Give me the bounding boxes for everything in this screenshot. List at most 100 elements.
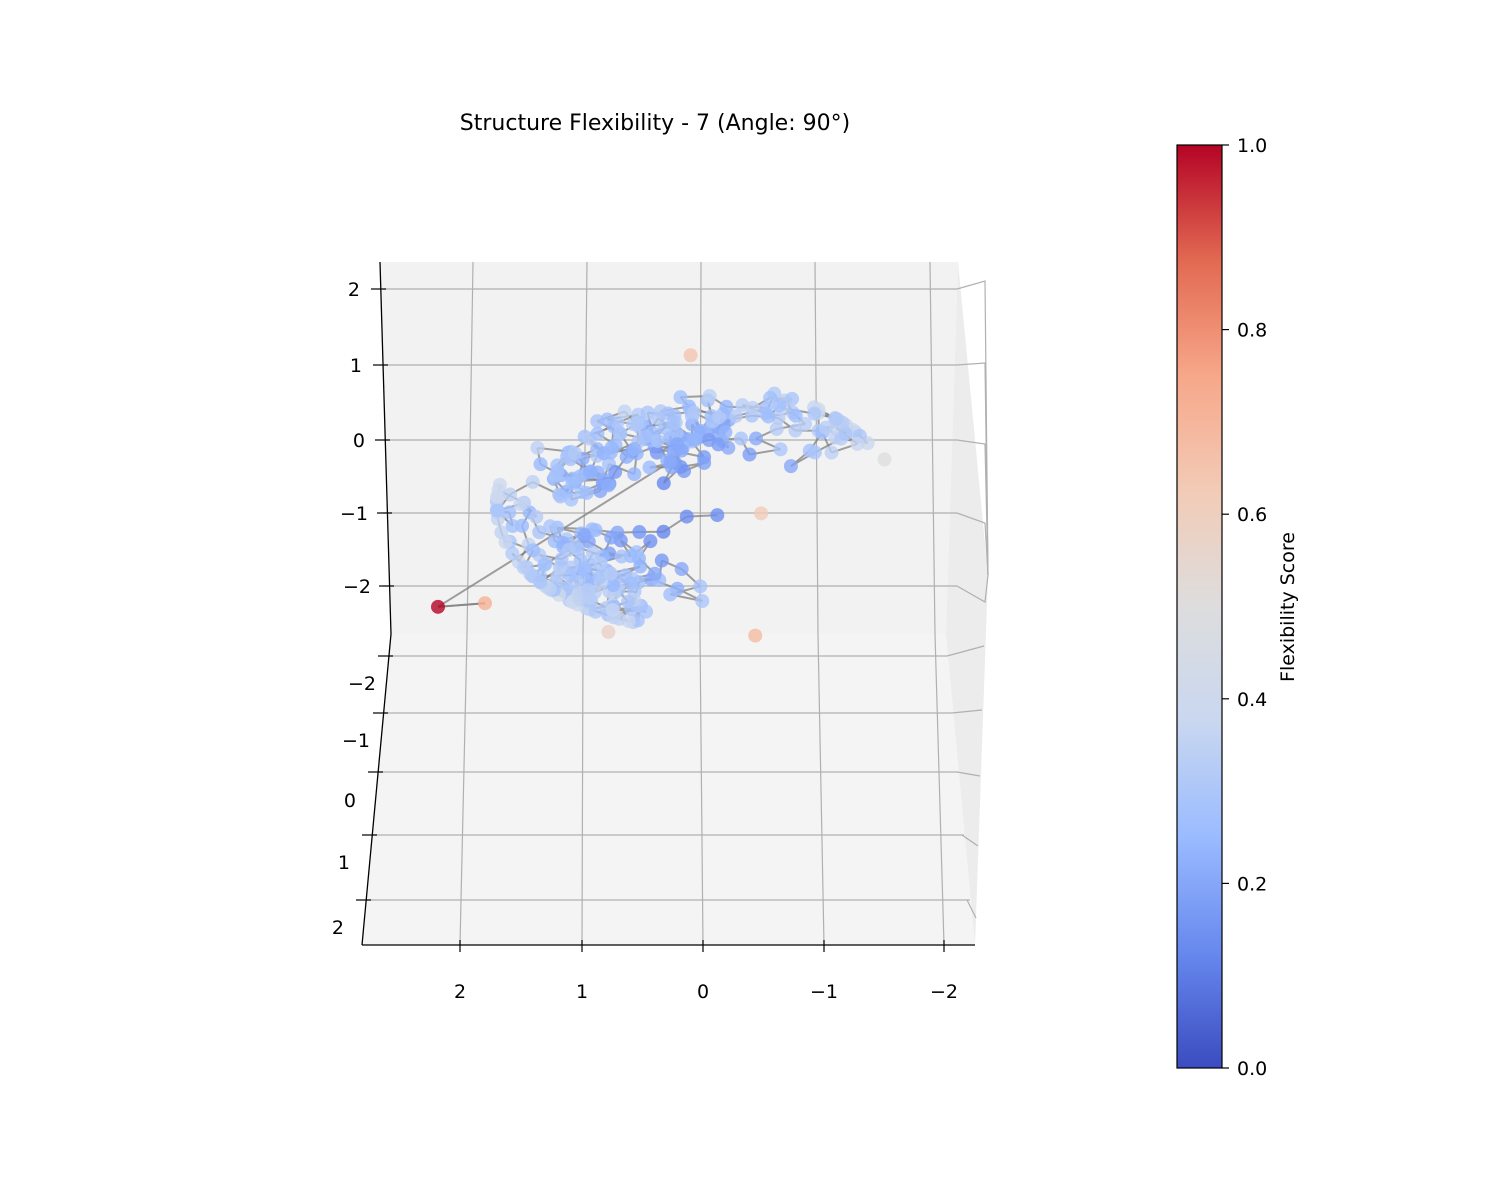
atom-point <box>838 426 853 441</box>
y-tick-label: −1 <box>342 730 370 752</box>
atom-point <box>850 436 865 451</box>
y-axis-line <box>361 633 392 946</box>
bond-line <box>437 460 672 608</box>
atom-point <box>818 420 833 435</box>
atom-point <box>530 440 545 455</box>
colorbar: Flexibility Score 0.0 0.2 0.4 0.6 0.8 1.0 <box>1176 135 1299 1080</box>
y-tick-label: 2 <box>332 917 344 939</box>
atom-point <box>663 587 678 602</box>
atom-point <box>513 497 528 512</box>
atom-point <box>505 546 520 561</box>
atom-point <box>525 474 540 489</box>
atom-point <box>643 534 658 549</box>
side-pane <box>946 262 988 945</box>
atom-point <box>537 557 552 572</box>
atom-point <box>769 421 784 436</box>
grid-line-x <box>699 633 704 946</box>
colorbar-label: Flexibility Score <box>1277 532 1299 682</box>
side-grid-line <box>956 771 981 777</box>
atom-point <box>577 528 592 543</box>
atom-point <box>491 483 506 498</box>
atom-point <box>604 530 619 545</box>
atom-point <box>824 445 839 460</box>
colorbar-tick-label: 0.6 <box>1237 504 1267 526</box>
atom-point <box>697 455 712 470</box>
colorbar-tick-label: 0.2 <box>1237 873 1267 895</box>
y-tick-label: 1 <box>338 852 350 874</box>
atom-point <box>543 519 558 534</box>
atom-point <box>742 447 757 462</box>
axes-grid <box>367 261 989 946</box>
atom-point <box>490 503 505 518</box>
atom-point <box>640 405 655 420</box>
atom-point <box>754 506 769 521</box>
z-tick-label: 1 <box>350 355 362 377</box>
atom-point <box>679 509 694 524</box>
atom-point <box>718 425 733 440</box>
colorbar-tick-label: 0.4 <box>1237 689 1267 711</box>
atom-point <box>601 624 616 639</box>
atom-point <box>670 437 685 452</box>
atom-point <box>502 505 517 520</box>
atom-point <box>702 388 717 403</box>
side-grid-line <box>946 645 985 657</box>
atom-point <box>785 391 800 406</box>
atom-point <box>807 445 822 460</box>
grid-line-x <box>817 633 825 946</box>
side-grid-line <box>966 899 977 919</box>
atom-point <box>745 400 760 415</box>
atom-point <box>761 409 776 424</box>
atom-point <box>807 406 822 421</box>
atom-point <box>627 467 642 482</box>
atom-point <box>605 602 620 617</box>
atom-point <box>590 465 605 480</box>
atom-point <box>503 487 518 502</box>
atom-point <box>702 433 717 448</box>
atom-point <box>651 411 666 426</box>
z-axis-line <box>379 261 392 635</box>
atom-point <box>683 348 698 363</box>
atom-point <box>749 431 764 446</box>
atom-point <box>649 445 664 460</box>
atom-point <box>763 390 778 405</box>
atom-point <box>533 457 548 472</box>
atom-point <box>617 404 632 419</box>
z-tick-label: −1 <box>340 503 368 525</box>
atom-point <box>627 442 642 457</box>
atom-point <box>431 599 445 614</box>
side-grid-line <box>961 834 979 847</box>
colorbar-tick-label: 0.8 <box>1237 320 1267 342</box>
x-tick-label: 1 <box>576 981 588 1003</box>
atom-point <box>593 556 608 571</box>
atom-point <box>632 525 647 540</box>
atom-point <box>654 553 669 568</box>
atom-point <box>592 570 607 585</box>
atom-point <box>688 432 703 447</box>
atom-point <box>532 525 547 540</box>
chart-title: Structure Flexibility - 7 (Angle: 90°) <box>460 111 850 136</box>
atom-point <box>505 518 520 533</box>
atom-point <box>710 508 725 523</box>
atom-point <box>581 583 596 598</box>
side-grid-line <box>956 439 989 576</box>
colorbar-tick-label: 0.0 <box>1237 1058 1267 1080</box>
atom-point <box>585 546 600 561</box>
atom-point <box>526 543 541 558</box>
atom-point <box>620 594 635 609</box>
grid-line-x <box>581 633 584 946</box>
atom-point <box>828 411 843 426</box>
tick-marks: 2 1 0 −1 −2 −2 −1 0 1 2 2 1 0 −1 −2 <box>332 279 958 1003</box>
atom-point <box>562 568 577 583</box>
atom-point <box>561 542 576 557</box>
atom-point <box>600 412 615 427</box>
atom-points <box>431 348 892 643</box>
atom-point <box>623 576 638 591</box>
atom-point <box>877 452 892 467</box>
atom-point <box>630 417 645 432</box>
atom-point <box>673 390 688 405</box>
z-tick-label: 2 <box>348 279 360 301</box>
z-tick-label: 0 <box>353 430 365 452</box>
grid-line-x <box>699 261 702 635</box>
atom-point <box>601 478 616 493</box>
